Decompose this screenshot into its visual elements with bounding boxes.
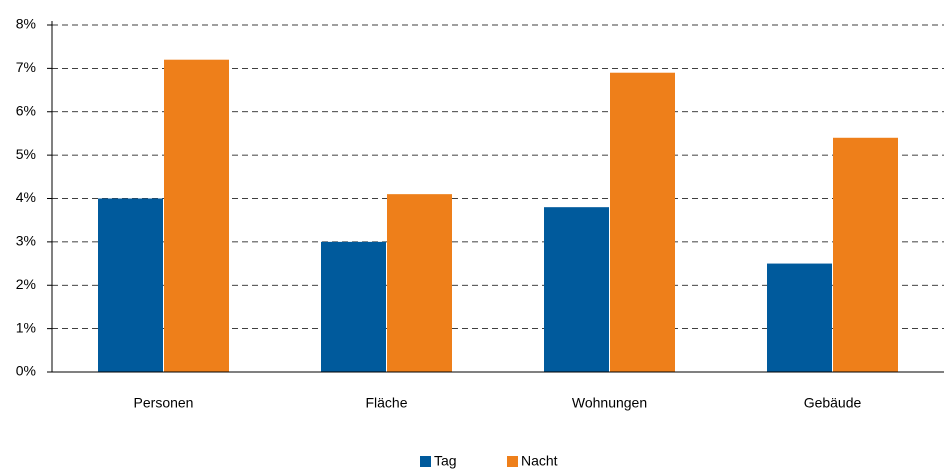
y-tick-label: 7% xyxy=(16,59,36,75)
y-tick-label: 0% xyxy=(16,363,36,379)
bar xyxy=(321,241,386,372)
y-tick-label: 3% xyxy=(16,233,36,249)
bar xyxy=(387,194,452,372)
y-tick-label: 4% xyxy=(16,189,36,205)
x-tick-label: Gebäude xyxy=(804,395,862,411)
bar xyxy=(610,72,675,373)
x-tick-label: Wohnungen xyxy=(572,395,647,411)
y-tick-label: 1% xyxy=(16,319,36,335)
bar xyxy=(544,207,609,372)
legend-label: Tag xyxy=(434,453,457,469)
x-tick-label: Personen xyxy=(134,395,194,411)
legend-swatch xyxy=(420,456,431,467)
bar xyxy=(164,59,229,372)
y-tick-label: 5% xyxy=(16,146,36,162)
bar xyxy=(767,263,832,372)
y-tick-label: 6% xyxy=(16,102,36,118)
y-tick-label: 8% xyxy=(16,16,36,32)
y-tick-label: 2% xyxy=(16,276,36,292)
legend-swatch xyxy=(507,456,518,467)
bar xyxy=(833,137,898,372)
legend-label: Nacht xyxy=(521,453,558,469)
x-tick-label: Fläche xyxy=(365,395,407,411)
bar xyxy=(98,198,163,372)
